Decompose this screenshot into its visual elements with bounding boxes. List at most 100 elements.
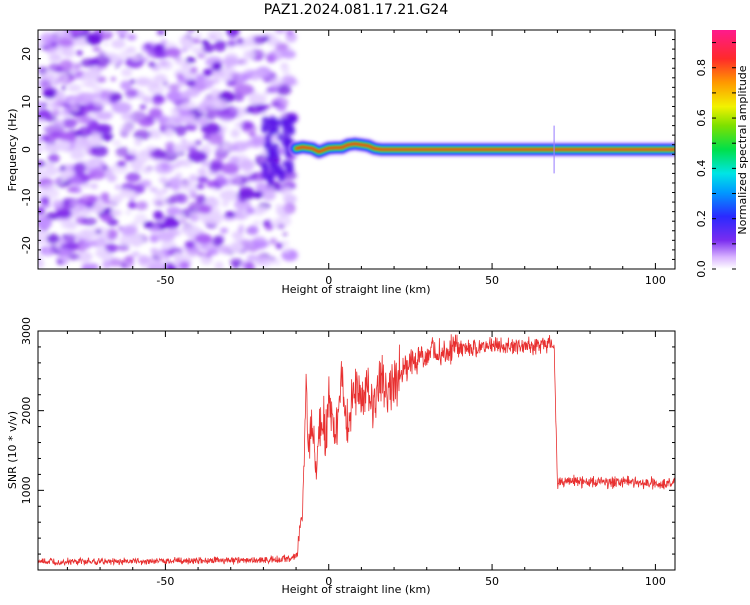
spectrogram-noise-blob [61,85,66,91]
spectrogram-noise-blob [95,229,102,234]
spectrogram-noise-blob [60,165,66,171]
spectrogram-noise-blob [102,260,112,269]
spectrogram-noise-blob [70,30,82,36]
spectrogram-noise-blob [62,234,67,239]
spectrogram-x-tick-label: 0 [325,274,332,287]
spectrogram-noise-blob [115,146,130,158]
spectrogram-y-axis-label: Frequency (Hz) [6,109,19,192]
spectrogram-noise-blob [62,47,76,58]
spectrogram-noise-blob [40,80,53,92]
spectrogram-noise-blob [61,220,74,229]
spectrogram-noise-blob [222,142,235,151]
spectrogram-noise-blob [168,227,180,236]
spectrogram-x-axis-label: Height of straight line (km) [281,283,430,296]
spectrogram-noise-blob [38,255,43,262]
spectrogram-noise-blob [120,80,132,91]
spectrogram-noise-blob [226,80,237,87]
spectrogram-noise-blob [153,94,164,103]
spectrogram-noise-blob [139,104,147,110]
spectrogram-noise-blob [269,237,277,245]
spectrogram-noise-blob [103,42,109,47]
colorbar-gradient [712,30,736,269]
spectrogram-noise-blob [208,163,224,172]
spectrogram-noise-blob [83,241,91,249]
spectrogram-noise-blob [159,60,168,66]
spectrogram-noise-blob [202,43,215,53]
spectrogram-noise-blob [166,206,182,216]
spectrogram-noise-blob [287,116,295,125]
spectrogram-noise-blob [211,70,225,78]
spectrogram-noise-blob [38,259,45,269]
spectrogram-noise-blob [54,30,66,36]
spectrogram-noise-blob [247,225,259,236]
spectrogram-noise-blob [207,171,214,178]
spectrogram-noise-blob [116,244,130,252]
spectrogram-noise-blob [38,109,52,122]
spectrogram-noise-blob [143,221,155,229]
spectrogram-noise-blob [243,50,255,60]
spectrogram-noise-blob [134,138,143,146]
spectrogram-noise-blob [119,123,134,135]
spectrogram-noise-blob [271,258,282,266]
spectrogram-noise-blob [282,137,290,146]
spectrogram-noise-blob [38,160,47,168]
spectrogram-noise-blob [234,121,244,129]
spectrogram-noise-blob [212,235,224,247]
spectrogram-noise-blob [221,162,240,175]
spectrogram-y-tick-label: 20 [20,47,33,61]
spectrogram-noise-blob [38,66,49,74]
spectrogram-noise-blob [179,35,191,46]
spectrogram-noise-blob [275,204,282,209]
spectrogram-noise-blob [280,62,288,68]
snr-y-tick-label: 3000 [20,317,33,345]
spectrogram-noise-blob [209,34,217,40]
spectrogram-noise-blob [148,107,163,119]
spectrogram-noise-blob [54,140,71,152]
spectrogram-noise-blob [69,136,76,143]
spectrogram-noise-blob [104,243,118,253]
spectrogram-noise-blob [124,255,135,263]
spectrogram-noise-blob [47,153,60,163]
spectrogram-noise-blob [210,88,222,98]
spectrogram-noise-blob [280,113,287,119]
colorbar-tick-label: 0.2 [695,210,708,228]
spectrogram-noise-blob [180,224,200,236]
spectrogram-noise-blob [263,70,270,76]
spectrogram-noise-blob [121,112,134,121]
spectrogram-noise-blob [240,159,256,171]
spectrogram-noise-blob [69,105,80,113]
spectrogram-noise-blob [59,59,74,71]
spectrogram-noise-blob [194,233,213,244]
spectrogram-noise-blob [181,159,193,168]
spectrogram-noise-blob [67,84,82,93]
spectrogram-noise-blob [82,69,99,82]
spectrogram-noise-blob [263,91,270,96]
spectrogram-noise-blob [130,235,143,248]
spectrogram-noise-blob [64,241,80,250]
spectrogram-noise-blob [198,205,213,214]
spectrogram-noise-blob [67,252,80,261]
colorbar-ticks: 0.0 0.2 0.4 0.6 0.8 [695,42,736,278]
spectrogram-noise-blob [138,118,154,128]
spectrogram-noise-blob [40,196,50,206]
spectrogram-noise-blob [207,133,224,146]
spectrogram-noise-blob [91,204,104,214]
spectrogram-noise-blob [270,189,278,195]
spectrogram-noise-blob [154,189,165,197]
spectrogram-noise-blob [157,115,170,123]
spectrogram-noise-blob [262,164,270,173]
spectrogram-noise-blob [73,207,81,214]
spectrogram-noise-blob [236,37,244,45]
spectrogram-noise-blob [244,262,256,269]
spectrogram-noise-blob [176,193,189,204]
spectrogram-noise-blob [237,190,255,201]
spectrogram-noise-blob [166,128,174,134]
spectrogram-noise-blob [120,225,138,236]
spectrogram-noise-blob [186,78,196,88]
spectrogram-noise-blob [134,213,148,224]
spectrogram-noise-blob [61,170,75,179]
spectrogram-noise-blob [81,182,92,189]
spectrogram-noise-blob [91,126,101,133]
spectrogram-y-tick-label: 10 [20,95,33,109]
spectrogram-noise-blob [195,194,206,204]
